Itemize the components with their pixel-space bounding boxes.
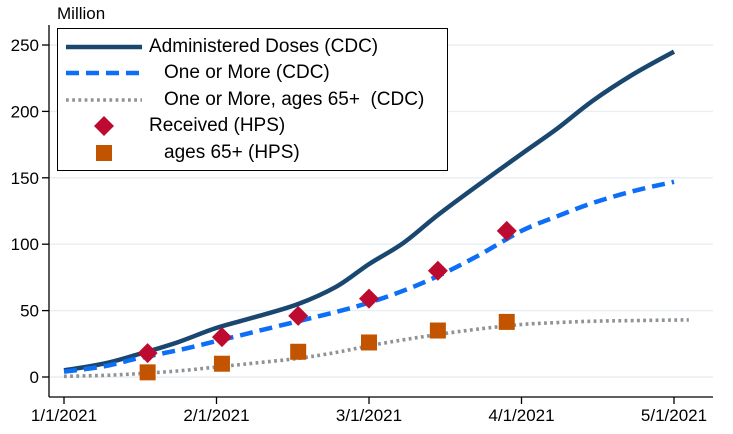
series-one-or-more-ages-65-cdc-line (63, 318, 689, 379)
legend-item-received-hps: Received (HPS) (64, 114, 285, 138)
legend-label: Administered Doses (CDC) (149, 36, 379, 57)
diamond-marker-icon (94, 116, 114, 136)
marker-diamond (288, 305, 309, 326)
x-tick-label: 2/1/2021 (183, 406, 249, 425)
marker-diamond (496, 220, 517, 241)
y-tick-label: 250 (11, 36, 39, 55)
legend-square-swatch (96, 145, 112, 161)
marker-square (498, 313, 515, 330)
marker-square (429, 322, 446, 339)
marker-square (213, 355, 230, 372)
legend-dotted-line-swatch (66, 98, 142, 102)
y-tick-label: 100 (11, 235, 39, 254)
legend-item-one-or-more-ages-65-cdc: One or More, ages 65+ (CDC) (64, 88, 424, 112)
legend-label: ages 65+ (HPS) (164, 142, 300, 163)
legend-label: One or More (CDC) (164, 62, 330, 83)
y-tick-label: 50 (20, 302, 39, 321)
legend-item-ages-65-hps: ages 65+ (HPS) (64, 141, 300, 165)
x-tick-label: 5/1/2021 (641, 406, 707, 425)
series-administered-doses-cdc-line (63, 49, 676, 373)
marker-diamond (427, 260, 448, 281)
legend-dashed-line-swatch (66, 70, 142, 76)
marker-square (361, 334, 377, 351)
x-tick-label: 4/1/2021 (488, 406, 554, 425)
legend-item-one-or-more-cdc: One or More (CDC) (64, 61, 330, 85)
legend-item-administered-doses-cdc: Administered Doses (CDC) (64, 35, 378, 59)
marker-square (139, 364, 156, 381)
legend: Administered Doses (CDC) One or More (CDC… (57, 28, 448, 171)
y-tick-label: 0 (30, 368, 39, 387)
legend-label: One or More, ages 65+ (CDC) (164, 89, 425, 110)
legend-solid-line-swatch (66, 44, 142, 50)
marker-diamond (137, 343, 158, 364)
x-tick-label: 1/1/2021 (31, 406, 97, 425)
y-axis-title: Million (57, 4, 106, 23)
marker-diamond (211, 327, 232, 348)
legend-diamond-swatch (94, 116, 114, 136)
marker-square (290, 343, 307, 360)
x-tick-label: 3/1/2021 (336, 406, 402, 425)
y-tick-label: 150 (11, 169, 39, 188)
square-marker-icon (96, 145, 112, 161)
legend-label: Received (HPS) (149, 115, 286, 136)
y-tick-label: 200 (11, 102, 39, 121)
marker-diamond (359, 288, 379, 309)
